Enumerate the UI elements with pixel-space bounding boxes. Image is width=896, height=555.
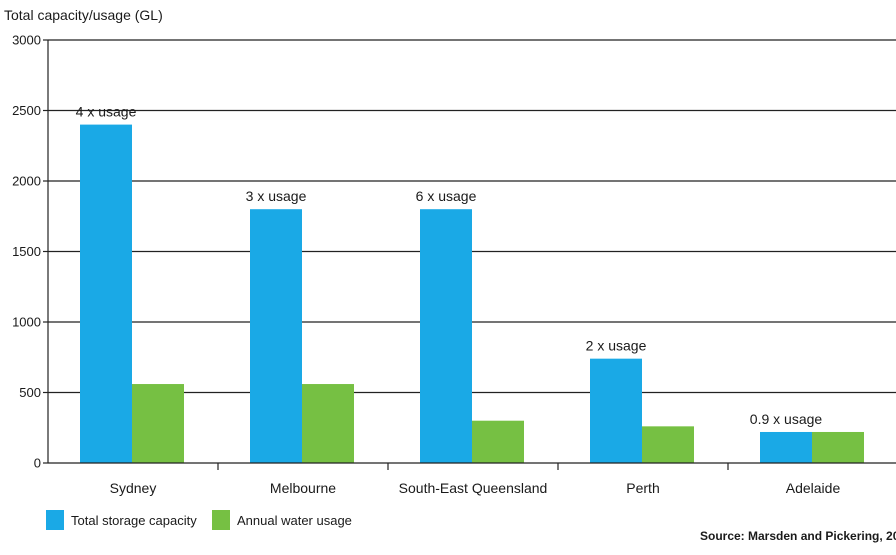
legend-swatch-usage xyxy=(212,510,230,530)
category-label-sydney: Sydney xyxy=(110,480,157,496)
bar-south-east-queensland-capacity xyxy=(420,209,472,463)
y-tick-label-2000: 2000 xyxy=(12,174,41,189)
y-tick-label-1000: 1000 xyxy=(12,315,41,330)
annotation-south-east-queensland: 6 x usage xyxy=(416,188,477,204)
y-tick-label-2500: 2500 xyxy=(12,103,41,118)
bar-melbourne-capacity xyxy=(250,209,302,463)
y-tick-label-0: 0 xyxy=(34,456,41,471)
bar-adelaide-capacity xyxy=(760,431,812,463)
annotation-perth: 2 x usage xyxy=(586,338,647,354)
y-tick-label-500: 500 xyxy=(19,385,41,400)
annotation-sydney: 4 x usage xyxy=(76,104,137,120)
category-label-perth: Perth xyxy=(626,480,659,496)
y-tick-label-3000: 3000 xyxy=(12,33,41,48)
legend-label-usage: Annual water usage xyxy=(237,513,352,528)
bar-sydney-capacity xyxy=(80,124,132,463)
category-label-south-east-queensland: South-East Queensland xyxy=(399,480,548,496)
y-tick-label-1500: 1500 xyxy=(12,244,41,259)
bar-perth-usage xyxy=(642,426,694,463)
source-note: Source: Marsden and Pickering, 2006 xyxy=(700,529,896,543)
annotation-melbourne: 3 x usage xyxy=(246,188,307,204)
bar-adelaide-usage xyxy=(812,431,864,463)
bar-sydney-usage xyxy=(132,384,184,463)
bar-south-east-queensland-usage xyxy=(472,420,524,463)
y-axis-title: Total capacity/usage (GL) xyxy=(4,7,163,23)
legend-label-capacity: Total storage capacity xyxy=(71,513,197,528)
bar-melbourne-usage xyxy=(302,384,354,463)
annotation-adelaide: 0.9 x usage xyxy=(750,411,823,427)
category-label-melbourne: Melbourne xyxy=(270,480,336,496)
category-label-adelaide: Adelaide xyxy=(786,480,841,496)
bar-perth-capacity xyxy=(590,358,642,463)
legend-swatch-capacity xyxy=(46,510,64,530)
